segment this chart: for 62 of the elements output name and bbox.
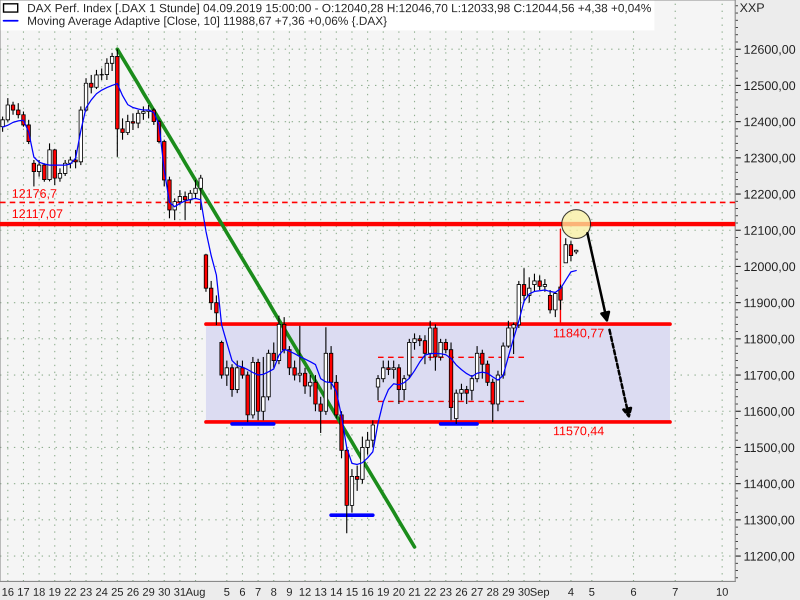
x-tick-label: 5 xyxy=(224,588,230,596)
x-tick-label: 14 xyxy=(330,588,342,596)
x-tick-label: 17 xyxy=(18,588,30,596)
y-tick-label: 12100,00 xyxy=(744,226,796,236)
ref-line-label: 12176,7 xyxy=(12,189,56,200)
x-tick-label: 23 xyxy=(440,588,452,596)
y-tick-label: 11300,00 xyxy=(744,516,794,526)
x-tick-label: 7 xyxy=(256,588,261,596)
y-tick-label: 12200,00 xyxy=(744,190,796,200)
y-tick-label: 12500,00 xyxy=(744,81,796,92)
ref-line-label: 12117,07 xyxy=(12,209,62,220)
y-tick-label: 11600,00 xyxy=(744,407,794,418)
y-tick-label: 11700,00 xyxy=(744,370,794,382)
x-tick-label: 12 xyxy=(300,588,311,596)
x-tick-label: 22 xyxy=(424,588,436,596)
x-tick-label: 8 xyxy=(271,588,276,596)
line-series xyxy=(116,47,416,549)
legend-label: DAX Perf. Index [.DAX 1 Stunde] 04.09.2019 15:00:00 - O:12040,28 H:12046,70 L:12033,98 C:12044,56 +4,38 +0,04% xyxy=(28,4,651,15)
x-tick-label: 6 xyxy=(240,588,246,596)
x-tick-label: 4 xyxy=(568,588,574,596)
x-tick-label: 16 xyxy=(2,588,14,596)
x-tick-label: 26 xyxy=(456,588,468,596)
x-tick-label: 10 xyxy=(716,588,728,596)
y-tick-label: 12300,00 xyxy=(744,154,796,164)
x-tick-label: 15 xyxy=(346,588,358,596)
x-tick-label: 25 xyxy=(112,588,124,596)
x-tick-label: 19 xyxy=(49,588,60,596)
x-tick-label: 29 xyxy=(502,588,514,596)
x-tick-label: Sep xyxy=(530,588,550,598)
y-tick-label: 11900,00 xyxy=(744,298,794,309)
x-tick-label: 30 xyxy=(158,588,170,596)
x-tick-label: 18 xyxy=(34,588,45,596)
x-tick-label: 23 xyxy=(80,588,92,596)
y-tick-label: 12000,00 xyxy=(744,262,796,273)
x-tick-label: 24 xyxy=(96,588,108,596)
legend-label: Moving Average Adaptive [Close, 10] 11988,67 +7,36 +0,06% {.DAX} xyxy=(28,16,387,28)
x-tick-label: 5 xyxy=(589,588,594,596)
annotation: 11840,77 xyxy=(554,328,604,339)
y-tick-label: 12600,00 xyxy=(744,45,796,56)
y-tick-label: 11500,00 xyxy=(744,443,794,454)
x-tick-label: 21 xyxy=(408,588,420,596)
x-tick-label: 29 xyxy=(142,588,154,596)
x-tick-label: 6 xyxy=(631,588,636,596)
x-tick-label: 26 xyxy=(127,588,139,596)
x-tick-label: 16 xyxy=(362,588,374,596)
y-axis-title: XXP xyxy=(740,3,764,12)
y-tick-label: 12400,00 xyxy=(744,117,796,128)
y-tick-label: 11400,00 xyxy=(744,479,794,490)
x-tick-label: 28 xyxy=(487,588,498,596)
x-tick-label: 31 xyxy=(174,588,186,596)
x-tick-label: 7 xyxy=(672,588,678,596)
x-tick-label: 20 xyxy=(393,588,405,596)
y-tick-label: 11200,00 xyxy=(744,552,794,562)
x-tick-label: 27 xyxy=(471,588,483,596)
y-tick-label: 11800,00 xyxy=(744,334,794,345)
x-tick-label: 13 xyxy=(315,588,326,596)
x-tick-label: Aug xyxy=(186,588,205,598)
annotation: 11570,44 xyxy=(554,426,604,437)
x-tick-label: 9 xyxy=(286,588,292,596)
x-tick-label: 22 xyxy=(64,588,76,596)
x-tick-label: 30 xyxy=(518,588,530,596)
x-tick-label: 19 xyxy=(378,588,389,596)
